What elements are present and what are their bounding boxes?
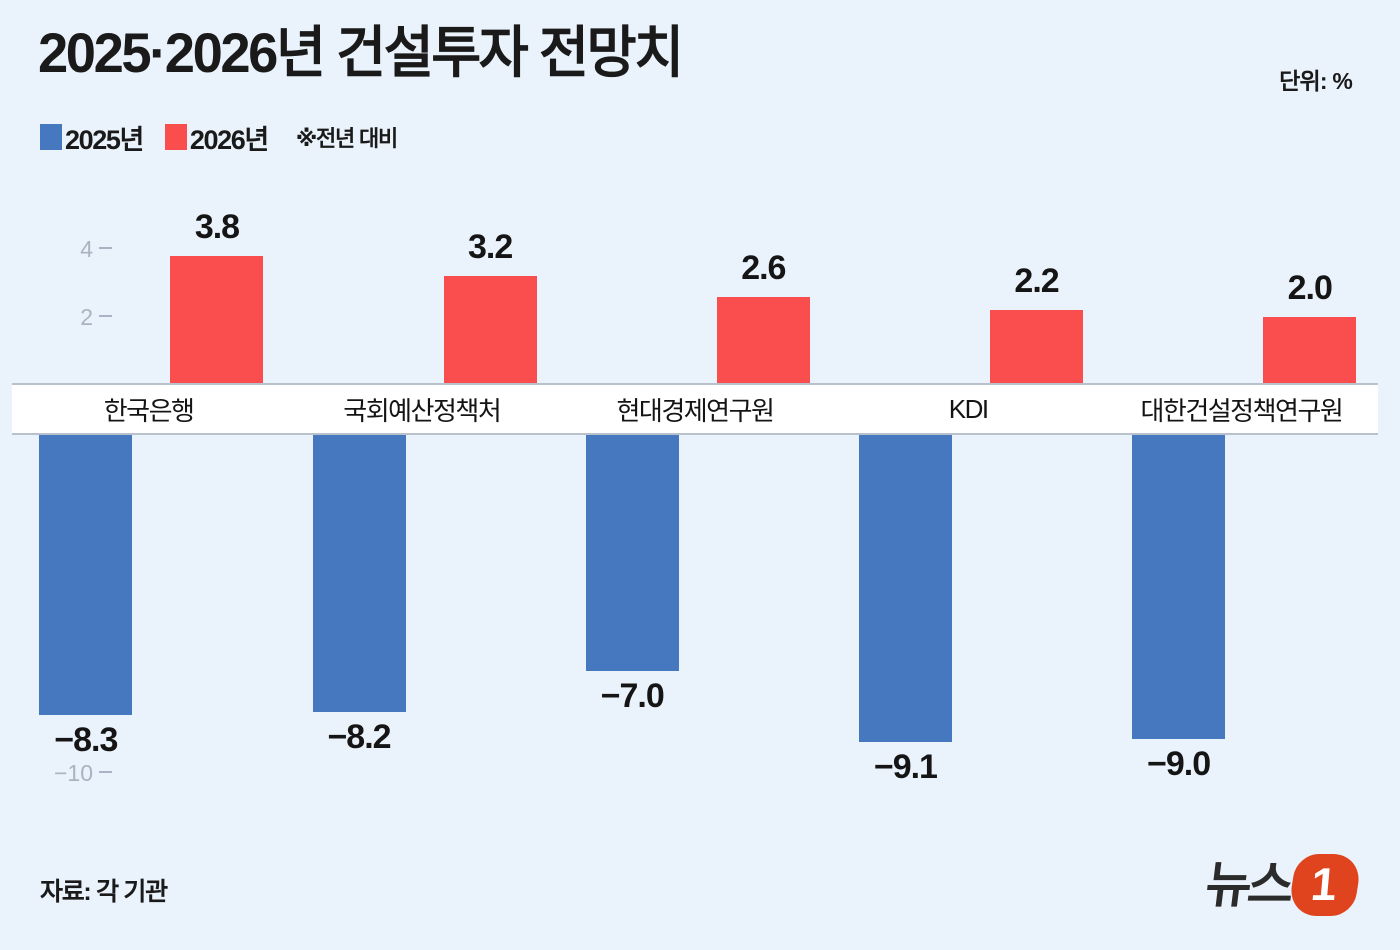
- chart-footer: 자료: 각 기관 뉴스 1: [0, 840, 1400, 950]
- chart-plot-area: 42−2−4−6−8−10 한국은행국회예산정책처현대경제연구원KDI대한건설정…: [0, 175, 1400, 840]
- y-axis-tick-label: 4: [80, 235, 93, 262]
- bar-2026: [1263, 317, 1357, 385]
- legend-note: ※전년 대비: [295, 126, 398, 151]
- bar-value-2026: 3.8: [194, 207, 240, 246]
- chart-header: 2025·2026년 건설투자 전망치 단위: % 2025년 2026년 ※전…: [0, 0, 1400, 175]
- bar-2025: [39, 433, 133, 716]
- y-axis-tick-mark-icon: [99, 315, 112, 317]
- page-title: 2025·2026년 건설투자 전망치: [38, 21, 684, 84]
- bar-2025: [585, 433, 679, 671]
- category-label: 현대경제연구원: [616, 395, 775, 426]
- bar-value-2025: −9.1: [873, 748, 938, 787]
- news1-badge-digit: 1: [1308, 858, 1339, 910]
- category-label: 국회예산정책처: [343, 395, 501, 426]
- news1-badge-icon: 1: [1287, 854, 1363, 916]
- bar-value-2025: −8.2: [327, 717, 391, 756]
- legend-label-2025: 2025년: [65, 124, 144, 155]
- news1-logo: 뉴스 1: [1202, 854, 1363, 916]
- bar-2025: [312, 433, 406, 712]
- source-note: 자료: 각 기관: [40, 878, 168, 906]
- y-axis-tick-label: 2: [80, 303, 93, 330]
- y-axis-tick-label: −10: [53, 759, 93, 786]
- bar-2026: [990, 310, 1084, 385]
- legend-label-2026: 2026년: [189, 124, 269, 155]
- y-axis-tick-mark-icon: [99, 247, 112, 249]
- y-axis-tick-mark-icon: [99, 771, 112, 773]
- bar-value-2026: 3.2: [468, 228, 513, 267]
- category-label: 대한건설정책연구원: [1140, 395, 1344, 426]
- legend-swatch-2026-icon: [164, 124, 187, 150]
- bar-value-2025: −8.3: [54, 721, 118, 760]
- bar-2026: [716, 296, 810, 385]
- bar-value-2026: 2.6: [741, 248, 786, 287]
- bar-value-2025: −7.0: [600, 677, 665, 715]
- unit-label: 단위: %: [1279, 68, 1353, 94]
- legend-swatch-2025-icon: [40, 124, 62, 150]
- bar-2026: [170, 255, 264, 385]
- legend-item-2026: 2026년: [164, 118, 269, 157]
- chart-legend: 2025년 2026년 ※전년 대비: [40, 118, 398, 157]
- bar-2026: [443, 276, 537, 385]
- legend-item-2025: 2025년: [40, 118, 144, 157]
- category-label: 한국은행: [103, 395, 195, 426]
- bar-value-2026: 2.2: [1014, 262, 1059, 301]
- news1-wordmark: 뉴스: [1202, 857, 1294, 913]
- bar-value-2026: 2.0: [1287, 269, 1333, 307]
- bar-2025: [1132, 433, 1226, 739]
- category-axis-band: 한국은행 국회예산정책처 현대경제연구원 KDI 대한건설정책연구원: [12, 383, 1378, 435]
- bar-value-2025: −9.0: [1147, 745, 1211, 783]
- bar-2025: [858, 433, 952, 743]
- category-label: KDI: [948, 393, 989, 424]
